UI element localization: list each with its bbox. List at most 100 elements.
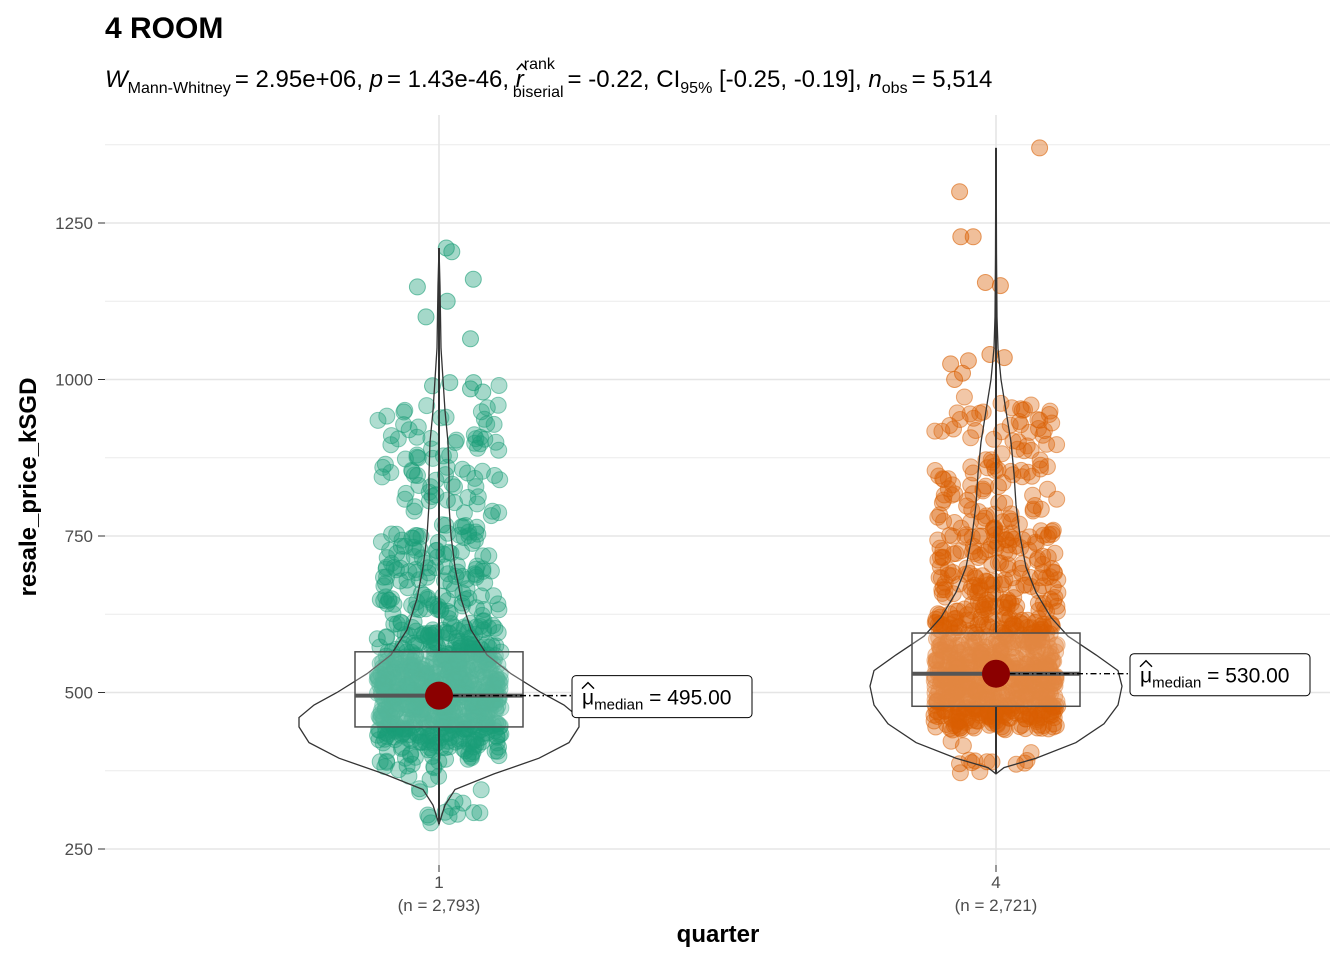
x-tick-n-label: (n = 2,721) — [955, 896, 1038, 915]
group-1-point — [401, 700, 418, 718]
subtitle-r-sup: rank — [524, 56, 556, 73]
group-4-outlier-point — [952, 228, 970, 246]
group-1-point — [375, 711, 393, 729]
group-4-point — [1012, 461, 1030, 479]
group-1-outlier-point — [464, 270, 482, 288]
group-1-point — [388, 669, 406, 687]
group-1-point — [427, 624, 445, 642]
group-4-point — [1032, 522, 1050, 540]
group-1-point — [404, 652, 422, 670]
group-1-point — [460, 745, 478, 763]
group-4-point — [963, 595, 981, 613]
group-1-point — [411, 783, 429, 801]
group-1-outlier-point — [462, 330, 479, 348]
group-1-point — [453, 597, 471, 615]
group-1-point — [465, 804, 483, 822]
group-1-outlier-point — [417, 308, 435, 326]
group-1-point — [453, 670, 471, 688]
group-4-point — [934, 578, 952, 596]
group-1-point — [396, 490, 414, 508]
subtitle-w-label: W — [105, 66, 130, 93]
group-4-point — [1048, 490, 1066, 508]
group-1-point — [471, 618, 489, 635]
subtitle-w-sub: Mann-Whitney — [128, 80, 231, 97]
group-1-point — [425, 595, 443, 613]
group-1-point — [469, 525, 487, 543]
group-4-point — [955, 388, 973, 406]
subtitle-p-label: p — [369, 66, 383, 93]
group-1-point — [441, 653, 459, 671]
group-4-point — [1048, 602, 1066, 620]
group-1-point — [383, 590, 401, 608]
x-tick-label: 4 — [991, 873, 1000, 892]
group-4-point — [1001, 510, 1019, 528]
group-1-point — [485, 415, 503, 433]
group-1-point — [467, 523, 485, 541]
group-4-point — [990, 478, 1007, 495]
group-1-point — [490, 377, 508, 394]
median-label-value: = 495.00 — [643, 687, 731, 710]
group-4-point — [929, 531, 947, 549]
subtitle-r-sub: biserial — [513, 84, 564, 101]
subtitle-ci-value: [-0.25, -0.19], — [712, 66, 868, 93]
group-1-point — [488, 715, 506, 733]
group-1-point — [414, 701, 432, 719]
group-4-point — [933, 422, 951, 440]
group-4-point — [1040, 406, 1058, 423]
grid — [105, 115, 1330, 865]
group-4-point — [945, 610, 963, 628]
group-1-point — [489, 595, 507, 613]
group-1-point — [383, 554, 400, 572]
group-4-outlier-point — [1031, 139, 1049, 157]
group-1-point — [436, 558, 454, 576]
group-4-median-label: μmedian = 530.00 — [1129, 653, 1311, 697]
group-4-point — [1034, 564, 1051, 581]
group-4-point — [1026, 497, 1044, 514]
group-1-outlier-point — [424, 377, 441, 395]
group-1-outlier-point — [408, 278, 426, 296]
group-1-point — [485, 587, 502, 605]
group-1-point — [369, 411, 387, 429]
group-4-point — [970, 577, 988, 595]
group-1-point — [376, 455, 394, 473]
group-1-point — [491, 471, 509, 489]
group-1-point — [472, 781, 490, 799]
group-1-median-point — [425, 681, 453, 710]
group-4-point — [1022, 396, 1040, 414]
group-1-point — [395, 403, 413, 421]
group-4-point — [983, 453, 1001, 471]
group-1-point — [446, 478, 463, 496]
group-4-outlier-point — [946, 371, 964, 388]
group-1-point — [374, 458, 392, 476]
group-4-point — [974, 403, 992, 421]
group-4-point — [944, 545, 962, 563]
group-4-point — [1038, 435, 1056, 453]
group-1-point — [418, 397, 436, 415]
median-label-sub: median — [594, 697, 643, 714]
group-1-point — [377, 574, 394, 592]
group-1-point — [459, 464, 476, 482]
group-4-point — [1012, 416, 1030, 434]
group-1-point — [426, 559, 444, 577]
group-1-point — [456, 720, 474, 738]
group-1-point — [377, 628, 395, 646]
group-1-point — [449, 805, 466, 823]
group-1-point — [412, 527, 430, 545]
group-1-point — [393, 551, 411, 568]
group-1-point — [395, 723, 413, 741]
group-1-point — [490, 441, 508, 459]
subtitle-ci-sub: 95% — [680, 80, 712, 97]
y-tick-label: 750 — [65, 527, 93, 546]
group-4-point — [1006, 602, 1024, 620]
group-1-point — [400, 421, 418, 439]
group-1-point — [446, 434, 464, 451]
group-1-point — [436, 623, 454, 641]
group-1-point — [449, 563, 467, 581]
x-tick-n-label: (n = 2,793) — [398, 896, 481, 915]
group-1-point — [397, 676, 415, 694]
group-1-point — [482, 507, 500, 525]
subtitle-n-sub: obs — [882, 80, 908, 97]
group-1-point — [419, 806, 437, 824]
group-4-point — [954, 737, 972, 755]
